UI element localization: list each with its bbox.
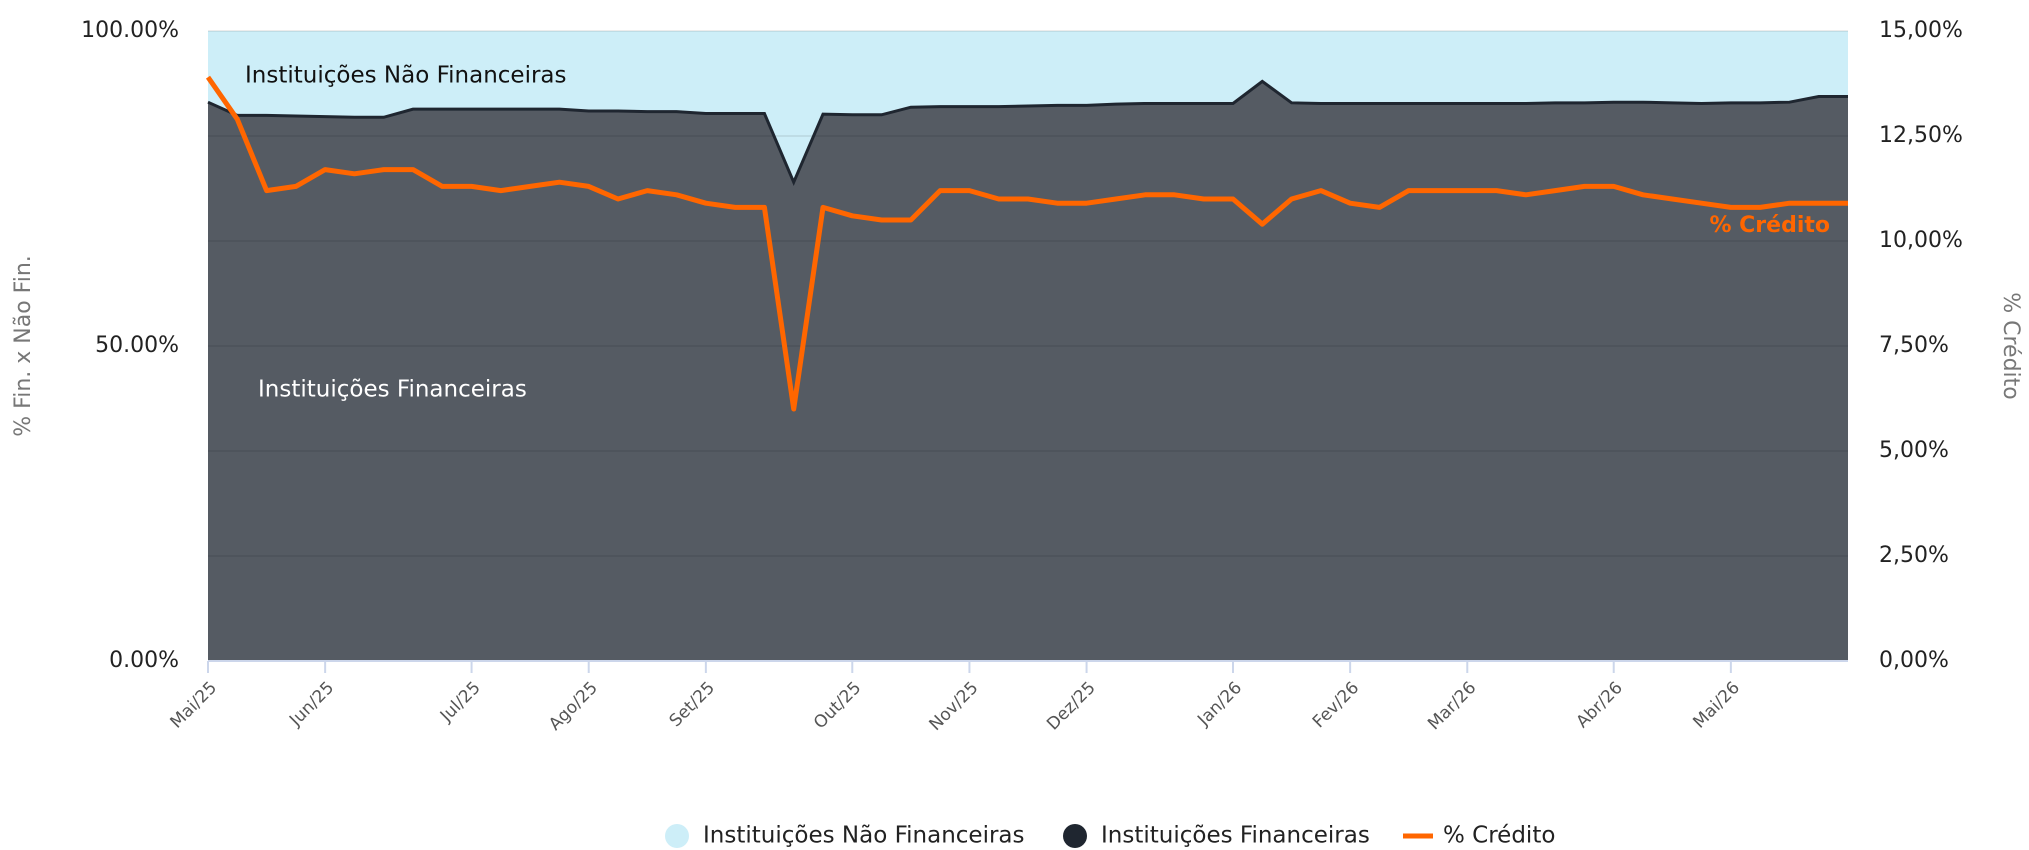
y2-tick-label: 7,50%	[1879, 333, 1949, 358]
y2-tick-label: 2,50%	[1879, 543, 1949, 568]
y-tick-label: 0.00%	[109, 648, 179, 673]
x-tick-label: Nov/25	[926, 678, 983, 735]
y2-tick-label: 5,00%	[1879, 438, 1949, 463]
y2-tick-label: 12,50%	[1879, 123, 1963, 148]
x-tick-label: Mai/26	[1689, 678, 1744, 733]
x-tick-label: Jul/25	[436, 678, 485, 727]
x-tick-label: Dez/25	[1043, 678, 1099, 734]
legend-label: Instituições Não Financeiras	[703, 823, 1025, 849]
series-label: Instituições Não Financeiras	[245, 63, 567, 89]
x-tick-label: Jun/25	[285, 678, 338, 731]
y2-tick-label: 10,00%	[1879, 228, 1963, 253]
legend-label: % Crédito	[1443, 823, 1555, 849]
y2-tick-label: 0,00%	[1879, 648, 1949, 673]
legend-marker	[1063, 824, 1087, 848]
x-tick-label: Set/25	[666, 678, 719, 731]
y2-tick-label: 15,00%	[1879, 18, 1963, 43]
y-tick-label: 100.00%	[81, 18, 179, 43]
x-tick-label: Mai/25	[167, 678, 222, 733]
area	[208, 31, 1848, 183]
x-tick-label: Abr/26	[1572, 678, 1626, 732]
y2-axis-title: % Crédito	[1998, 292, 2023, 400]
legend-marker	[665, 824, 689, 848]
line	[205, 75, 1848, 412]
series-label: Instituições Financeiras	[258, 377, 527, 403]
x-tick-label: Jan/26	[1193, 678, 1246, 731]
areas	[208, 31, 1848, 661]
y-tick-label: 50.00%	[95, 333, 179, 358]
x-tick-label: Mar/26	[1424, 678, 1480, 734]
series-label: % Crédito	[1709, 213, 1830, 238]
legend-label: Instituições Financeiras	[1101, 823, 1370, 849]
x-tick-label: Out/25	[810, 678, 865, 733]
x-tick-label: Fev/26	[1309, 678, 1363, 732]
x-tick-label: Ago/25	[545, 678, 602, 735]
y-axis-title: % Fin. x Não Fin.	[11, 255, 36, 437]
area	[208, 81, 1848, 661]
area-edge	[207, 79, 1848, 187]
